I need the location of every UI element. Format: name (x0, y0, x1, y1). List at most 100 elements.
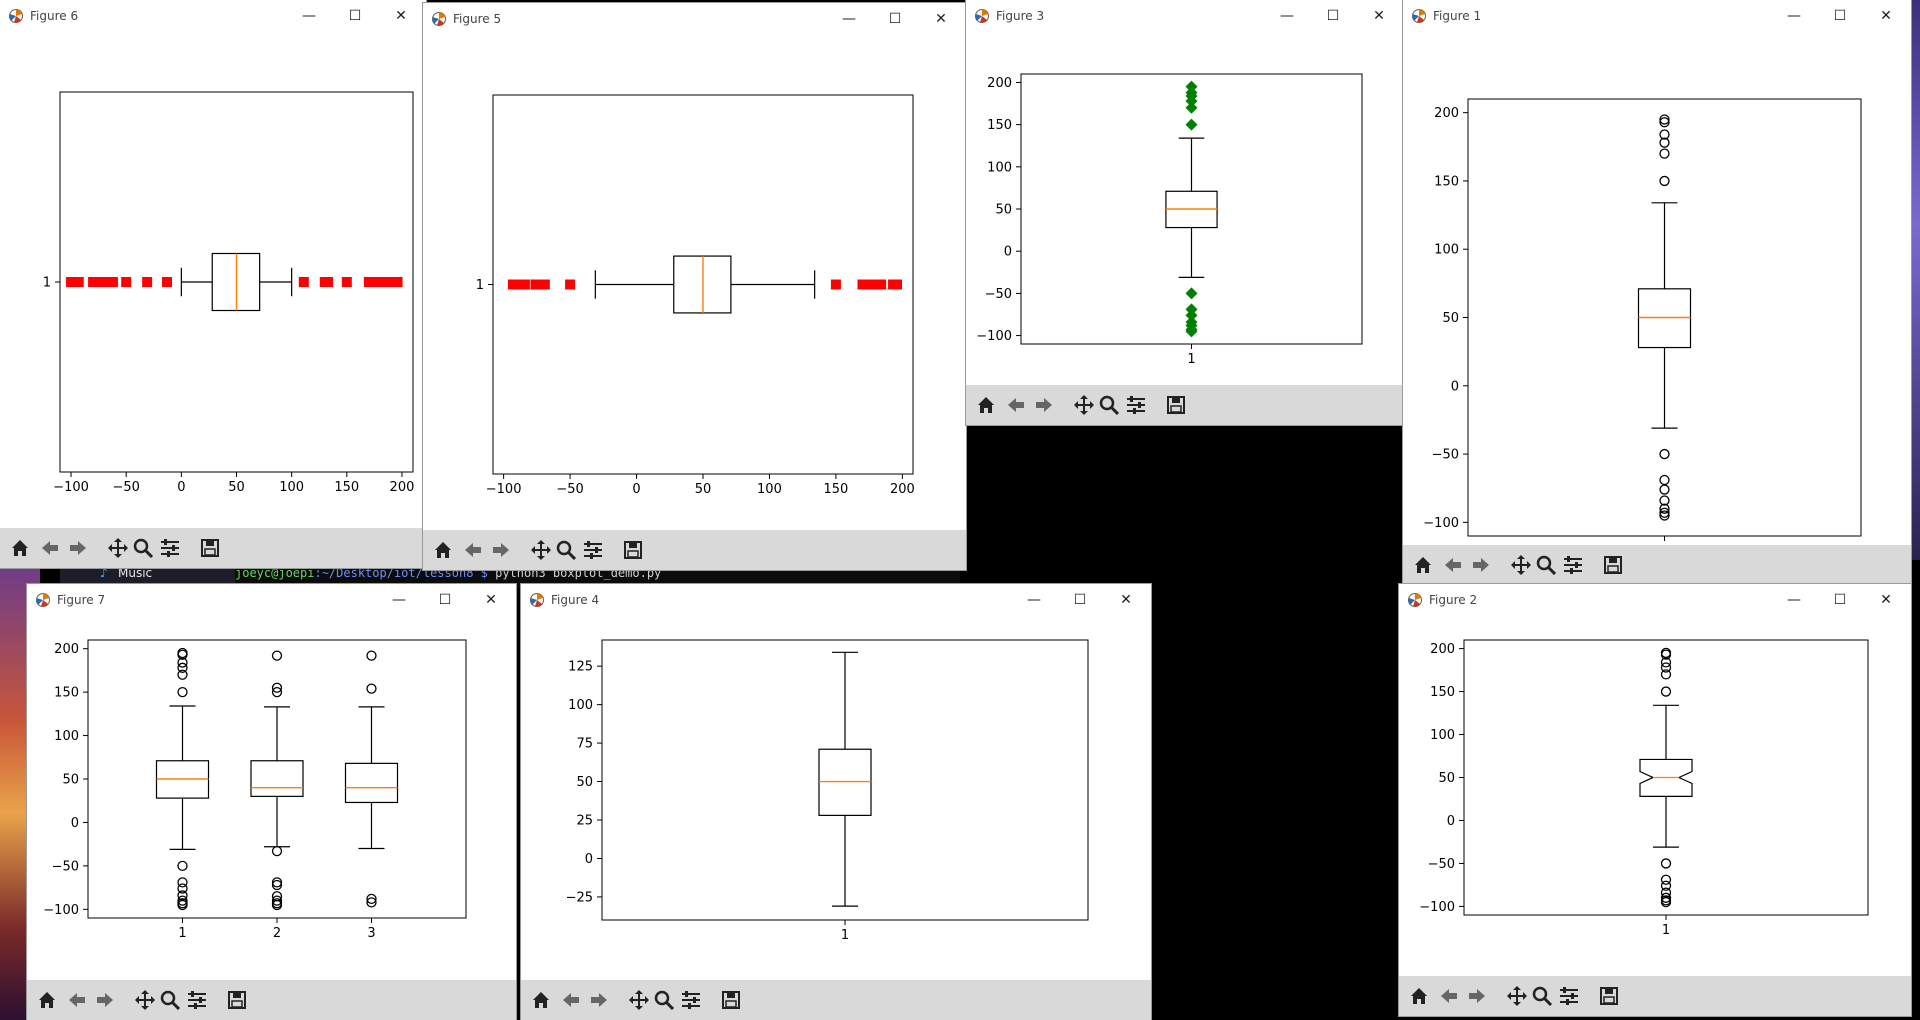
back-icon[interactable] (1439, 986, 1459, 1006)
close-button[interactable]: ✕ (935, 11, 947, 27)
pan-icon[interactable] (531, 540, 551, 560)
configure-subplots-icon[interactable] (187, 990, 207, 1010)
flier-marker (177, 899, 188, 911)
flier-marker (366, 683, 377, 694)
close-button[interactable]: ✕ (1373, 8, 1385, 24)
forward-icon[interactable] (1471, 555, 1491, 575)
tick-label: 200 (54, 642, 79, 657)
pan-icon[interactable] (135, 990, 155, 1010)
configure-subplots-icon[interactable] (681, 990, 701, 1010)
zoom-icon[interactable] (1532, 986, 1552, 1006)
figure-2-window[interactable]: Figure 2 — ☐ ✕ −100 −50 0 50 100 150 200 1 (1399, 584, 1911, 1016)
window-titlebar[interactable]: Figure 7 — ☐ ✕ (27, 584, 516, 616)
back-icon[interactable] (463, 540, 483, 560)
maximize-button[interactable]: ☐ (888, 11, 902, 27)
home-icon[interactable] (976, 395, 996, 415)
forward-icon[interactable] (1467, 986, 1487, 1006)
maximize-button[interactable]: ☐ (1073, 592, 1087, 608)
zoom-icon[interactable] (556, 540, 576, 560)
tick-label: 150 (1430, 685, 1455, 700)
configure-subplots-icon[interactable] (1563, 555, 1583, 575)
pan-icon[interactable] (1074, 395, 1094, 415)
minimize-button[interactable]: — (1787, 8, 1801, 24)
maximize-button[interactable]: ☐ (1833, 8, 1847, 24)
figure-7-window[interactable]: Figure 7 — ☐ ✕ −100 −50 0 50 100 150 200 1 2 3 (27, 584, 516, 1020)
minimize-button[interactable]: — (1027, 592, 1041, 608)
save-icon[interactable] (721, 990, 741, 1010)
window-titlebar[interactable]: Figure 1 — ☐ ✕ (1403, 0, 1911, 32)
configure-subplots-icon[interactable] (1126, 395, 1146, 415)
save-icon[interactable] (1599, 986, 1619, 1006)
forward-icon[interactable] (589, 990, 609, 1010)
zoom-icon[interactable] (133, 538, 153, 558)
terminal-window[interactable]: ♪ Music joeyc@joepi:~/Desktop/iot/lesson… (60, 562, 960, 588)
minimize-button[interactable]: — (1787, 592, 1801, 608)
home-icon[interactable] (37, 990, 57, 1010)
minimize-button[interactable]: — (302, 8, 316, 24)
boxplot-figure: −100 −50 0 50 100 150 200 1 (1419, 639, 1869, 938)
zoom-icon[interactable] (654, 990, 674, 1010)
configure-subplots-icon[interactable] (160, 538, 180, 558)
category-label: 1 (1660, 544, 1668, 545)
home-icon[interactable] (10, 538, 30, 558)
figure-6-window[interactable]: Figure 6 — ☐ ✕ −100 −50 0 50 100 150 200 1 (0, 0, 426, 568)
flier-marker (1660, 896, 1672, 908)
pan-icon[interactable] (108, 538, 128, 558)
window-titlebar[interactable]: Figure 2 — ☐ ✕ (1399, 584, 1911, 616)
close-button[interactable]: ✕ (485, 592, 497, 608)
back-icon[interactable] (561, 990, 581, 1010)
flier-marker (539, 279, 550, 290)
maximize-button[interactable]: ☐ (1326, 8, 1340, 24)
maximize-button[interactable]: ☐ (1833, 592, 1847, 608)
save-icon[interactable] (200, 538, 220, 558)
back-icon[interactable] (1006, 395, 1026, 415)
flier-marker (1659, 507, 1670, 518)
pan-icon[interactable] (629, 990, 649, 1010)
back-icon[interactable] (67, 990, 87, 1010)
tick-label: 50 (1438, 771, 1455, 786)
home-icon[interactable] (1413, 555, 1433, 575)
pan-icon[interactable] (1507, 986, 1527, 1006)
figure-4-window[interactable]: Figure 4 — ☐ ✕ −25 0 25 50 75 100 125 1 (521, 584, 1151, 1020)
forward-icon[interactable] (1034, 395, 1054, 415)
home-icon[interactable] (433, 540, 453, 560)
flier-marker (1659, 448, 1670, 460)
forward-icon[interactable] (491, 540, 511, 560)
figure-1-window[interactable]: Figure 1 — ☐ ✕ −100 −50 0 50 100 150 200 1 (1403, 0, 1911, 585)
home-icon[interactable] (531, 990, 551, 1010)
save-icon[interactable] (1166, 395, 1186, 415)
maximize-button[interactable]: ☐ (438, 592, 452, 608)
close-button[interactable]: ✕ (1880, 592, 1892, 608)
back-icon[interactable] (40, 538, 60, 558)
save-icon[interactable] (623, 540, 643, 560)
minimize-button[interactable]: — (392, 592, 406, 608)
zoom-icon[interactable] (160, 990, 180, 1010)
home-icon[interactable] (1409, 986, 1429, 1006)
window-titlebar[interactable]: Figure 3 — ☐ ✕ (966, 0, 1404, 32)
navigation-toolbar (0, 528, 426, 568)
minimize-button[interactable]: — (842, 11, 856, 27)
forward-icon[interactable] (95, 990, 115, 1010)
figure-5-window[interactable]: Figure 5 — ☐ ✕ −100 −50 0 50 100 150 200 1 (423, 3, 966, 570)
configure-subplots-icon[interactable] (1559, 986, 1579, 1006)
back-icon[interactable] (1443, 555, 1463, 575)
pan-icon[interactable] (1511, 555, 1531, 575)
close-button[interactable]: ✕ (395, 8, 407, 24)
zoom-icon[interactable] (1099, 395, 1119, 415)
zoom-icon[interactable] (1536, 555, 1556, 575)
figure-3-window[interactable]: Figure 3 — ☐ ✕ −100 −50 0 50 100 150 200 1 (966, 0, 1404, 425)
window-titlebar[interactable]: Figure 5 — ☐ ✕ (423, 3, 966, 35)
forward-icon[interactable] (68, 538, 88, 558)
navigation-toolbar (27, 980, 516, 1020)
box-group (66, 252, 403, 312)
save-icon[interactable] (227, 990, 247, 1010)
configure-subplots-icon[interactable] (583, 540, 603, 560)
close-button[interactable]: ✕ (1120, 592, 1132, 608)
save-icon[interactable] (1603, 555, 1623, 575)
maximize-button[interactable]: ☐ (348, 8, 362, 24)
window-titlebar[interactable]: Figure 4 — ☐ ✕ (521, 584, 1151, 616)
close-button[interactable]: ✕ (1880, 8, 1892, 24)
minimize-button[interactable]: — (1280, 8, 1294, 24)
window-titlebar[interactable]: Figure 6 — ☐ ✕ (0, 0, 426, 32)
music-label[interactable]: Music (118, 566, 153, 580)
